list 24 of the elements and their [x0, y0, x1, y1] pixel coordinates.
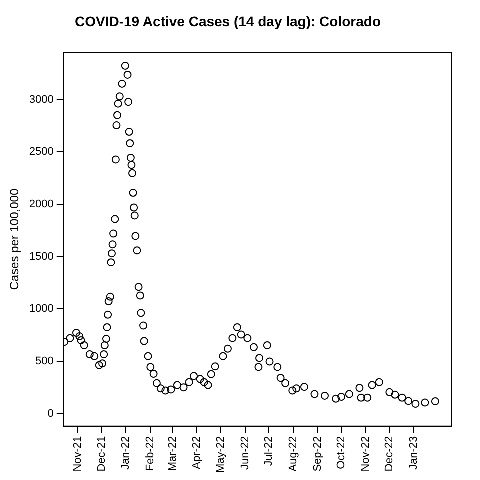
x-tick-label: Apr-22 — [191, 436, 204, 470]
x-tick-label: Aug-22 — [287, 436, 300, 472]
x-tick-label: May-22 — [214, 436, 227, 474]
x-tick-label: Jul-22 — [263, 436, 276, 466]
x-tick-label: Oct-22 — [336, 436, 348, 470]
y-tick-label: 2500 — [29, 146, 54, 158]
y-tick-label: 3000 — [29, 94, 54, 106]
x-tick-label: Sep-22 — [312, 436, 324, 472]
x-tick-label: Mar-22 — [166, 436, 179, 472]
y-axis-title: Cases per 100,000 — [8, 188, 22, 290]
y-tick-label: 1500 — [29, 250, 54, 263]
y-tick-label: 2000 — [29, 198, 54, 211]
x-tick-label: Dec-21 — [96, 436, 108, 472]
chart-title: COVID-19 Active Cases (14 day lag): Colorado — [74, 13, 382, 30]
x-tick-label: Feb-22 — [144, 436, 157, 472]
x-tick-label: Jun-22 — [239, 436, 252, 470]
x-tick-label: Jan-23 — [408, 436, 420, 470]
x-tick-label: Dec-22 — [384, 436, 396, 472]
x-tick-label: Nov-22 — [360, 436, 372, 472]
y-tick-label: 500 — [36, 355, 54, 368]
x-tick-label: Nov-21 — [72, 436, 84, 472]
y-tick-label: 1000 — [29, 303, 54, 316]
y-tick-label: 0 — [48, 408, 54, 420]
x-tick-label: Jan-22 — [120, 436, 132, 470]
